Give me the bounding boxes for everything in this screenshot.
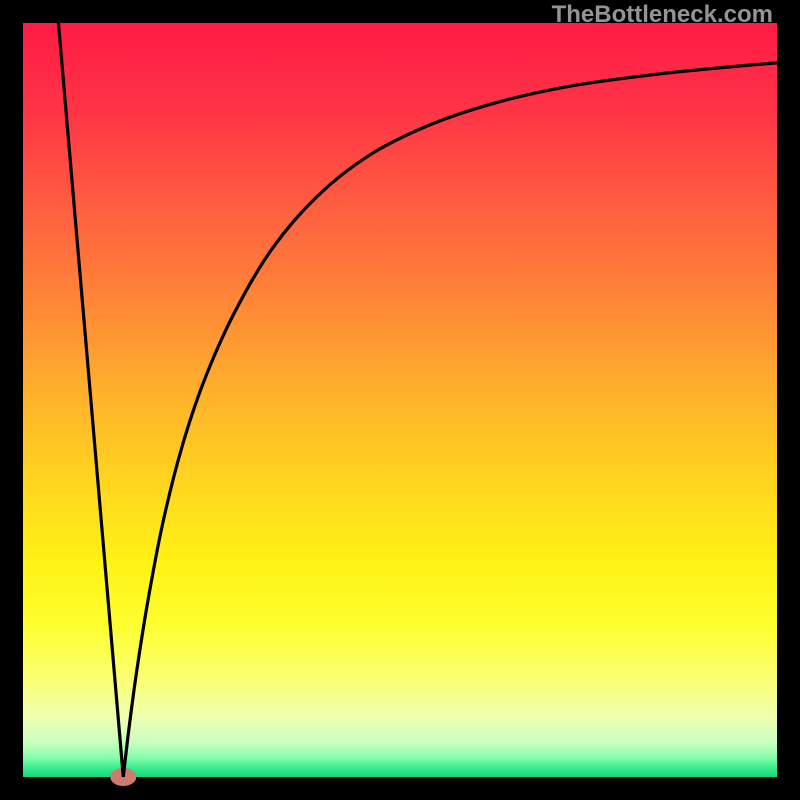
bottleneck-curve (23, 23, 777, 777)
watermark-text: TheBottleneck.com (552, 1, 773, 29)
canvas: TheBottleneck.com (0, 0, 800, 800)
curve-right-branch (123, 63, 777, 777)
plot-area (23, 23, 777, 777)
curve-left-branch (58, 23, 123, 777)
